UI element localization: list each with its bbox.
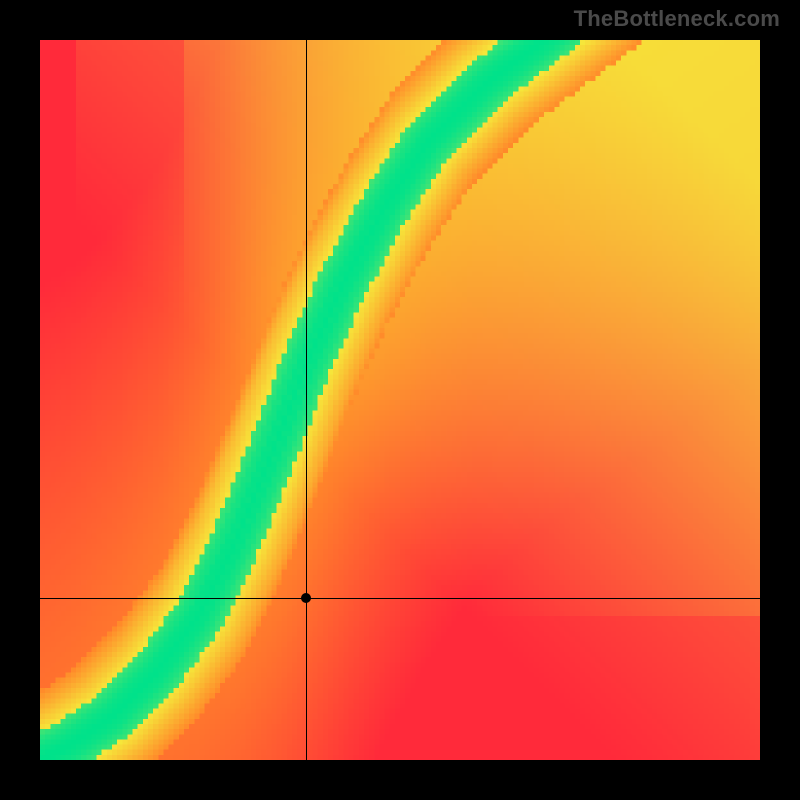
heatmap-canvas — [40, 40, 760, 760]
plot-area — [40, 40, 760, 760]
crosshair-marker — [301, 593, 311, 603]
watermark-text: TheBottleneck.com — [574, 6, 780, 32]
crosshair-horizontal — [40, 598, 760, 599]
crosshair-vertical — [306, 40, 307, 760]
chart-outer-frame: TheBottleneck.com — [0, 0, 800, 800]
